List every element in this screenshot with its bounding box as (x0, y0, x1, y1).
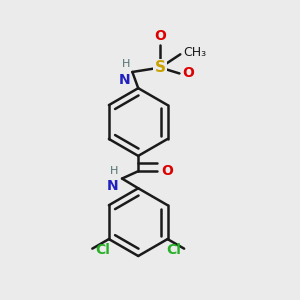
Text: H: H (110, 166, 118, 176)
Text: S: S (155, 60, 166, 75)
Text: O: O (161, 164, 173, 178)
Text: N: N (107, 179, 118, 193)
Text: Cl: Cl (166, 243, 181, 257)
Text: Cl: Cl (95, 243, 110, 257)
Text: O: O (182, 66, 194, 80)
Text: H: H (122, 59, 130, 69)
Text: N: N (118, 73, 130, 87)
Text: CH₃: CH₃ (183, 46, 206, 59)
Text: O: O (154, 28, 166, 43)
